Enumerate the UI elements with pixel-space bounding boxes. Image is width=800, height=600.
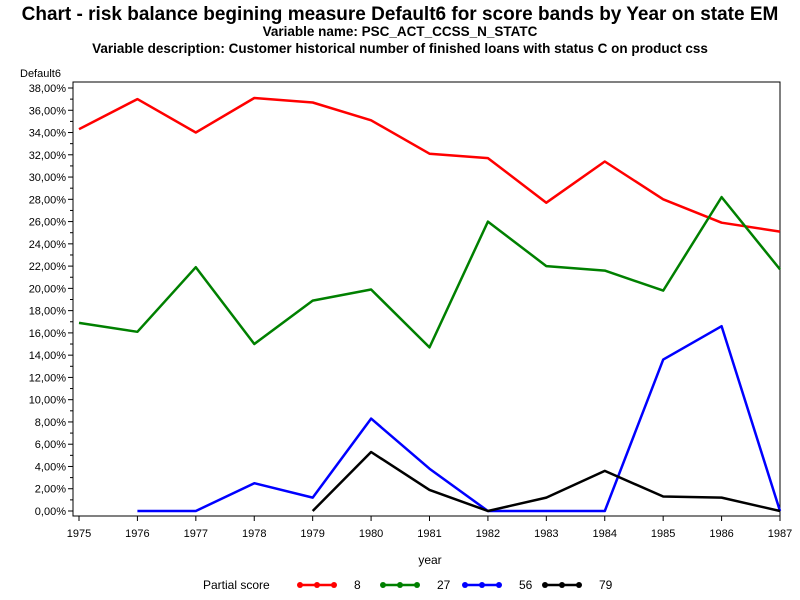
x-tick-label: 1975 <box>67 528 91 540</box>
legend-title: Partial score <box>203 578 270 592</box>
x-axis-label: year <box>418 553 441 567</box>
legend-marker <box>297 582 303 588</box>
legend-marker <box>542 582 548 588</box>
legend-marker <box>397 582 403 588</box>
y-tick-label: 18,00% <box>29 306 67 318</box>
x-tick-label: 1980 <box>359 528 383 540</box>
variable-name-subtitle: Variable name: PSC_ACT_CCSS_N_STATC <box>262 24 538 39</box>
x-axis: 1975 1976 1977 1978 1979 1980 1981 1982 1983 1984… <box>67 516 792 540</box>
y-tick-label: 16,00% <box>29 328 67 340</box>
legend-label-8: 8 <box>354 578 361 592</box>
x-tick-label: 1976 <box>125 528 149 540</box>
legend-label-27: 27 <box>437 578 451 592</box>
x-tick-label: 1986 <box>709 528 733 540</box>
y-tick-label: 12,00% <box>29 372 67 384</box>
legend-marker <box>479 582 485 588</box>
x-tick-label: 1983 <box>534 528 558 540</box>
legend-label-56: 56 <box>519 578 533 592</box>
chart-title: Chart - risk balance begining measure De… <box>21 4 779 25</box>
series-line-56 <box>137 324 782 513</box>
y-tick-label: 14,00% <box>29 350 67 362</box>
y-tick-label: 2,00% <box>35 484 66 496</box>
x-tick-label: 1987 <box>768 528 792 540</box>
y-tick-label: 6,00% <box>35 439 66 451</box>
legend-marker <box>380 582 386 588</box>
x-tick-label: 1978 <box>242 528 266 540</box>
legend-marker <box>576 582 582 588</box>
y-tick-label: 0,00% <box>35 506 66 518</box>
y-tick-label: 34,00% <box>29 128 67 140</box>
legend-marker <box>414 582 420 588</box>
y-tick-label: 30,00% <box>29 172 67 184</box>
x-tick-label: 1982 <box>476 528 500 540</box>
y-tick-label: 24,00% <box>29 239 67 251</box>
y-tick-label: 36,00% <box>29 105 67 117</box>
y-tick-label: 4,00% <box>35 461 66 473</box>
y-tick-label: 38,00% <box>29 83 67 95</box>
legend-marker <box>462 582 468 588</box>
x-tick-label: 1977 <box>184 528 208 540</box>
y-tick-label: 26,00% <box>29 217 67 229</box>
legend-marker <box>331 582 337 588</box>
series-line-8 <box>78 96 781 233</box>
y-tick-label: 22,00% <box>29 261 67 273</box>
x-tick-label: 1984 <box>593 528 617 540</box>
plot-area <box>72 81 781 517</box>
y-tick-label: 10,00% <box>29 395 67 407</box>
y-tick-label: 32,00% <box>29 150 67 162</box>
y-tick-label: 8,00% <box>35 417 66 429</box>
legend-marker <box>314 582 320 588</box>
series-lines <box>78 96 782 513</box>
legend: Partial score 8 27 56 79 <box>203 578 613 592</box>
legend-label-79: 79 <box>599 578 613 592</box>
series-line-27 <box>78 195 781 349</box>
x-tick-label: 1985 <box>651 528 675 540</box>
variable-description-subtitle: Variable description: Customer historica… <box>92 41 708 56</box>
y-tick-label: 28,00% <box>29 194 67 206</box>
y-axis-label: Default6 <box>20 68 61 80</box>
legend-marker <box>559 582 565 588</box>
legend-marker <box>496 582 502 588</box>
x-tick-label: 1981 <box>417 528 441 540</box>
y-tick-label: 20,00% <box>29 283 67 295</box>
series-line-79 <box>311 450 781 513</box>
y-axis: 0,00% 2,00% 4,00% 6,00% 8,00% 10,00% 12,00% 14,… <box>29 83 73 518</box>
x-tick-label: 1979 <box>300 528 324 540</box>
